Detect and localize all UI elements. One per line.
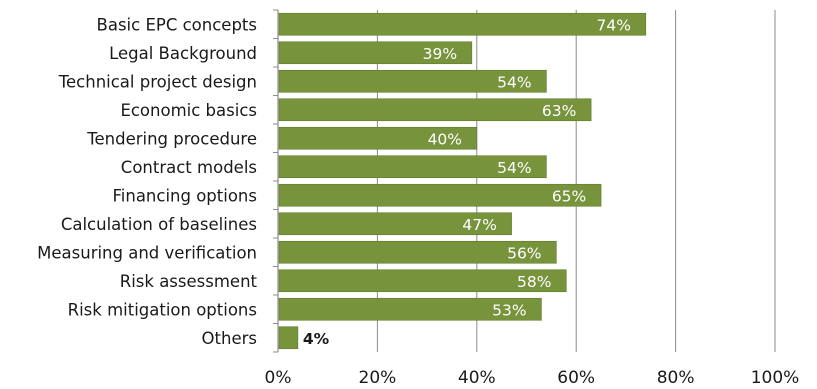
bar-technical-project-design — [278, 69, 547, 93]
data-label-technical-project-design: 54% — [497, 73, 531, 91]
bar-tendering-procedure — [278, 126, 478, 150]
data-label-basic-epc-concepts: 74% — [597, 16, 631, 34]
category-label-measuring-and-verification: Measuring and verification — [37, 243, 257, 262]
data-label-contract-models: 54% — [497, 159, 531, 177]
bar-economic-basics — [278, 98, 592, 122]
x-tick-label: 60% — [557, 368, 595, 388]
bar-risk-assessment — [278, 269, 567, 293]
data-label-tendering-procedure: 40% — [428, 130, 462, 148]
bar-calculation-of-baselines — [278, 212, 512, 236]
axes — [273, 9, 279, 353]
category-label-basic-epc-concepts: Basic EPC concepts — [97, 15, 257, 34]
x-tick-label: 100% — [751, 368, 800, 388]
data-label-measuring-and-verification: 56% — [507, 244, 541, 262]
bar-basic-epc-concepts — [278, 12, 647, 36]
data-label-economic-basics: 63% — [542, 102, 576, 120]
data-label-legal-background: 39% — [423, 45, 457, 63]
category-label-others: Others — [202, 329, 257, 348]
x-tick-label: 0% — [265, 368, 292, 388]
category-label-tendering-procedure: Tendering procedure — [86, 129, 257, 148]
bar-legal-background — [278, 41, 473, 65]
category-label-technical-project-design: Technical project design — [58, 72, 257, 91]
data-label-others: 4% — [303, 330, 330, 348]
category-label-calculation-of-baselines: Calculation of baselines — [61, 215, 257, 234]
x-tick-label: 80% — [657, 368, 695, 388]
category-label-legal-background: Legal Background — [109, 44, 257, 63]
data-label-financing-options: 65% — [552, 187, 586, 205]
bar-others — [278, 326, 299, 350]
data-label-risk-assessment: 58% — [517, 273, 551, 291]
category-label-contract-models: Contract models — [121, 158, 257, 177]
x-tick-label: 20% — [359, 368, 397, 388]
data-label-calculation-of-baselines: 47% — [462, 216, 496, 234]
bar-contract-models — [278, 155, 547, 179]
bar-financing-options — [278, 183, 602, 207]
data-labels: 74% 39% 54% 63% 40% 54% 65% 47% 56% 58% 53% 4% — [303, 16, 631, 348]
data-label-risk-mitigation-options: 53% — [492, 301, 526, 319]
category-labels: Basic EPC concepts Legal Background Techni… — [37, 15, 257, 348]
grid-lines — [376, 10, 776, 352]
bar-measuring-and-verification — [278, 240, 557, 264]
category-label-risk-mitigation-options: Risk mitigation options — [68, 300, 257, 319]
bar-risk-mitigation-options — [278, 297, 542, 321]
category-label-economic-basics: Economic basics — [120, 101, 257, 120]
category-label-risk-assessment: Risk assessment — [120, 272, 258, 291]
x-tick-label: 40% — [458, 368, 496, 388]
bars — [278, 12, 647, 350]
category-label-financing-options: Financing options — [112, 186, 257, 205]
x-tick-labels: 0% 20% 40% 60% 80% 100% — [265, 368, 800, 388]
